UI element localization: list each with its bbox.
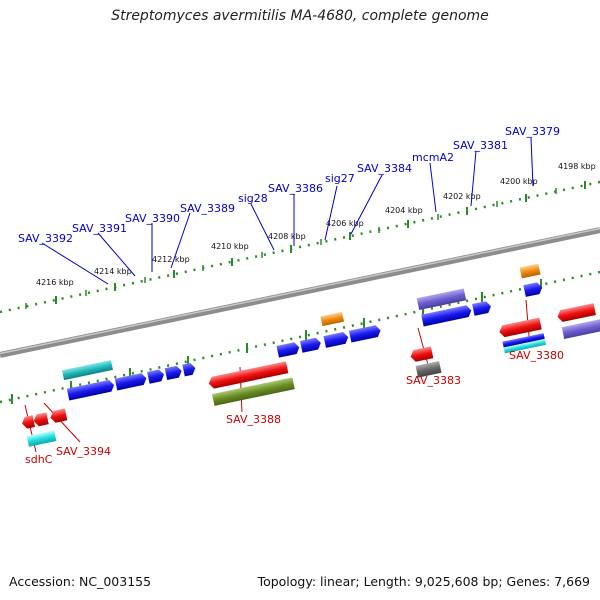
tick-label-4208: 4208 kbp (268, 232, 306, 241)
gene-sav3394[interactable] (49, 408, 68, 424)
gene-mcma2-purple[interactable] (416, 288, 467, 311)
gene-sav3384[interactable] (348, 324, 382, 343)
label-sav3384[interactable]: SAV_3384 (357, 162, 412, 175)
gene-sig28[interactable] (276, 341, 301, 358)
label-sav3383[interactable]: SAV_3383 (406, 374, 461, 387)
gene-sav3388-olive[interactable] (212, 377, 295, 406)
tick-label-4200: 4200 kbp (500, 177, 538, 186)
gene-sdhc[interactable] (21, 415, 36, 429)
leader-sig28 (250, 203, 275, 251)
gene-features (21, 263, 600, 447)
leader-sav3392 (41, 242, 109, 285)
gene-sav3379[interactable] (523, 282, 543, 297)
bottom-scale-track (0, 270, 600, 404)
genome-backbone-highlight (0, 227, 600, 355)
gene-sav3388[interactable] (208, 361, 289, 389)
gene-sav3389b[interactable] (182, 362, 196, 377)
tick-label-4216: 4216 kbp (36, 278, 74, 287)
accession-text: Accession: NC_003155 (9, 574, 152, 589)
gene-sig27[interactable] (323, 331, 350, 348)
leader-sav3381 (470, 150, 477, 207)
label-sav3389[interactable]: SAV_3389 (180, 202, 235, 215)
label-sav3391[interactable]: SAV_3391 (72, 222, 127, 235)
map-title: Streptomyces avermitilis MA-4680, comple… (111, 8, 489, 24)
tick-label-4214: 4214 kbp (94, 267, 132, 276)
top-track-minor-ticks (25, 188, 557, 309)
gene-sav3389[interactable] (164, 365, 183, 381)
genome-stats-text: Topology: linear; Length: 9,025,608 bp; … (257, 574, 590, 589)
leader-sav3384 (350, 174, 383, 235)
label-sav3390[interactable]: SAV_3390 (125, 212, 180, 225)
leader-sav3394 (43, 402, 81, 443)
genome-backbone (0, 227, 600, 358)
label-mcma2[interactable]: mcmA2 (412, 151, 454, 164)
leader-sig27 (324, 185, 338, 241)
label-sig27[interactable]: sig27 (325, 172, 355, 185)
gene-right-purple[interactable] (561, 319, 600, 339)
label-sdhc[interactable]: sdhC (25, 453, 53, 466)
top-scale-track (0, 180, 600, 314)
leader-sav3391 (97, 232, 136, 277)
gene-sav3392-teal[interactable] (61, 360, 113, 381)
tick-label-4198: 4198 kbp (558, 162, 596, 171)
tick-label-4204: 4204 kbp (385, 206, 423, 215)
top-track-ticks (55, 181, 586, 304)
leader-mcma2 (429, 162, 437, 213)
label-sav3394[interactable]: SAV_3394 (56, 445, 111, 458)
tick-label-4202: 4202 kbp (443, 192, 481, 201)
label-sav3379[interactable]: SAV_3379 (505, 125, 560, 138)
tick-label-4212: 4212 kbp (152, 255, 190, 264)
label-sav3381[interactable]: SAV_3381 (453, 139, 508, 152)
leader-sav3379 (530, 137, 534, 187)
leader-sav3389 (170, 212, 191, 269)
tick-label-4210: 4210 kbp (211, 242, 249, 251)
gene-sig27-orange[interactable] (320, 311, 344, 327)
gene-sav3386[interactable] (300, 337, 322, 353)
gene-sav3390[interactable] (147, 369, 165, 384)
gene-right-red[interactable] (556, 303, 596, 323)
label-sig28[interactable]: sig28 (238, 192, 268, 205)
gene-sav3383[interactable] (409, 346, 434, 362)
gene-sav3380-blue[interactable] (502, 333, 545, 348)
label-sav3380[interactable]: SAV_3380 (509, 349, 564, 362)
gene-sav3380[interactable] (498, 317, 542, 338)
gene-sav3394-cyan[interactable] (26, 430, 57, 447)
gene-sav3380-cyan[interactable] (503, 338, 546, 354)
gene-mcma2[interactable] (421, 304, 472, 327)
gene-sav3392[interactable] (66, 379, 115, 401)
gene-sav3379-orange[interactable] (519, 263, 541, 279)
label-sav3392[interactable]: SAV_3392 (18, 232, 73, 245)
gene-sdhc-b[interactable] (33, 412, 49, 427)
gene-sav3391[interactable] (114, 372, 148, 391)
gene-sav3381[interactable] (472, 300, 492, 316)
gene-sav3383-gray[interactable] (415, 361, 442, 378)
label-sav3388[interactable]: SAV_3388 (226, 413, 281, 426)
label-sav3386[interactable]: SAV_3386 (268, 182, 323, 195)
tick-label-4206: 4206 kbp (326, 219, 364, 228)
